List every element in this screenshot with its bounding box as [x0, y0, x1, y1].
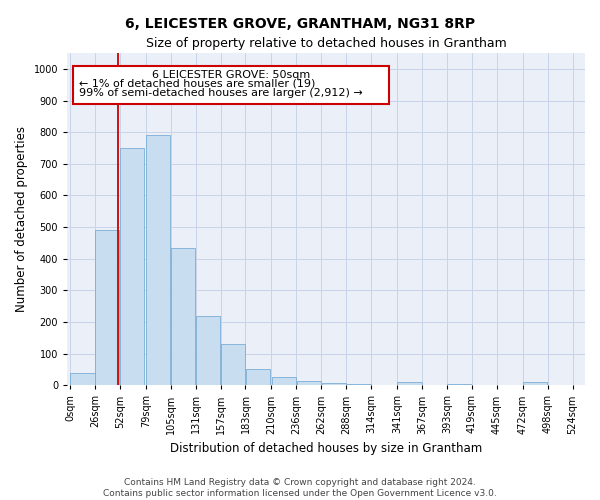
Text: Contains HM Land Registry data © Crown copyright and database right 2024.
Contai: Contains HM Land Registry data © Crown c… [103, 478, 497, 498]
Text: ← 1% of detached houses are smaller (19): ← 1% of detached houses are smaller (19) [79, 79, 315, 89]
Y-axis label: Number of detached properties: Number of detached properties [15, 126, 28, 312]
Text: 6 LEICESTER GROVE: 50sqm: 6 LEICESTER GROVE: 50sqm [152, 70, 310, 80]
Bar [397, 382, 422, 386]
FancyBboxPatch shape [73, 66, 389, 104]
Bar [447, 384, 472, 386]
Bar [296, 381, 321, 386]
Bar [523, 382, 547, 386]
Bar [120, 148, 145, 386]
Bar [95, 230, 119, 386]
Bar [171, 248, 195, 386]
Bar [70, 372, 95, 386]
Bar [371, 384, 395, 386]
Bar [422, 384, 446, 386]
Text: 99% of semi-detached houses are larger (2,912) →: 99% of semi-detached houses are larger (… [79, 88, 362, 99]
Bar [322, 383, 346, 386]
Bar [272, 376, 296, 386]
X-axis label: Distribution of detached houses by size in Grantham: Distribution of detached houses by size … [170, 442, 482, 455]
Bar [221, 344, 245, 386]
Title: Size of property relative to detached houses in Grantham: Size of property relative to detached ho… [146, 38, 506, 51]
Bar [347, 384, 371, 386]
Bar [246, 370, 270, 386]
Text: 6, LEICESTER GROVE, GRANTHAM, NG31 8RP: 6, LEICESTER GROVE, GRANTHAM, NG31 8RP [125, 18, 475, 32]
Bar [146, 136, 170, 386]
Bar [196, 316, 220, 386]
